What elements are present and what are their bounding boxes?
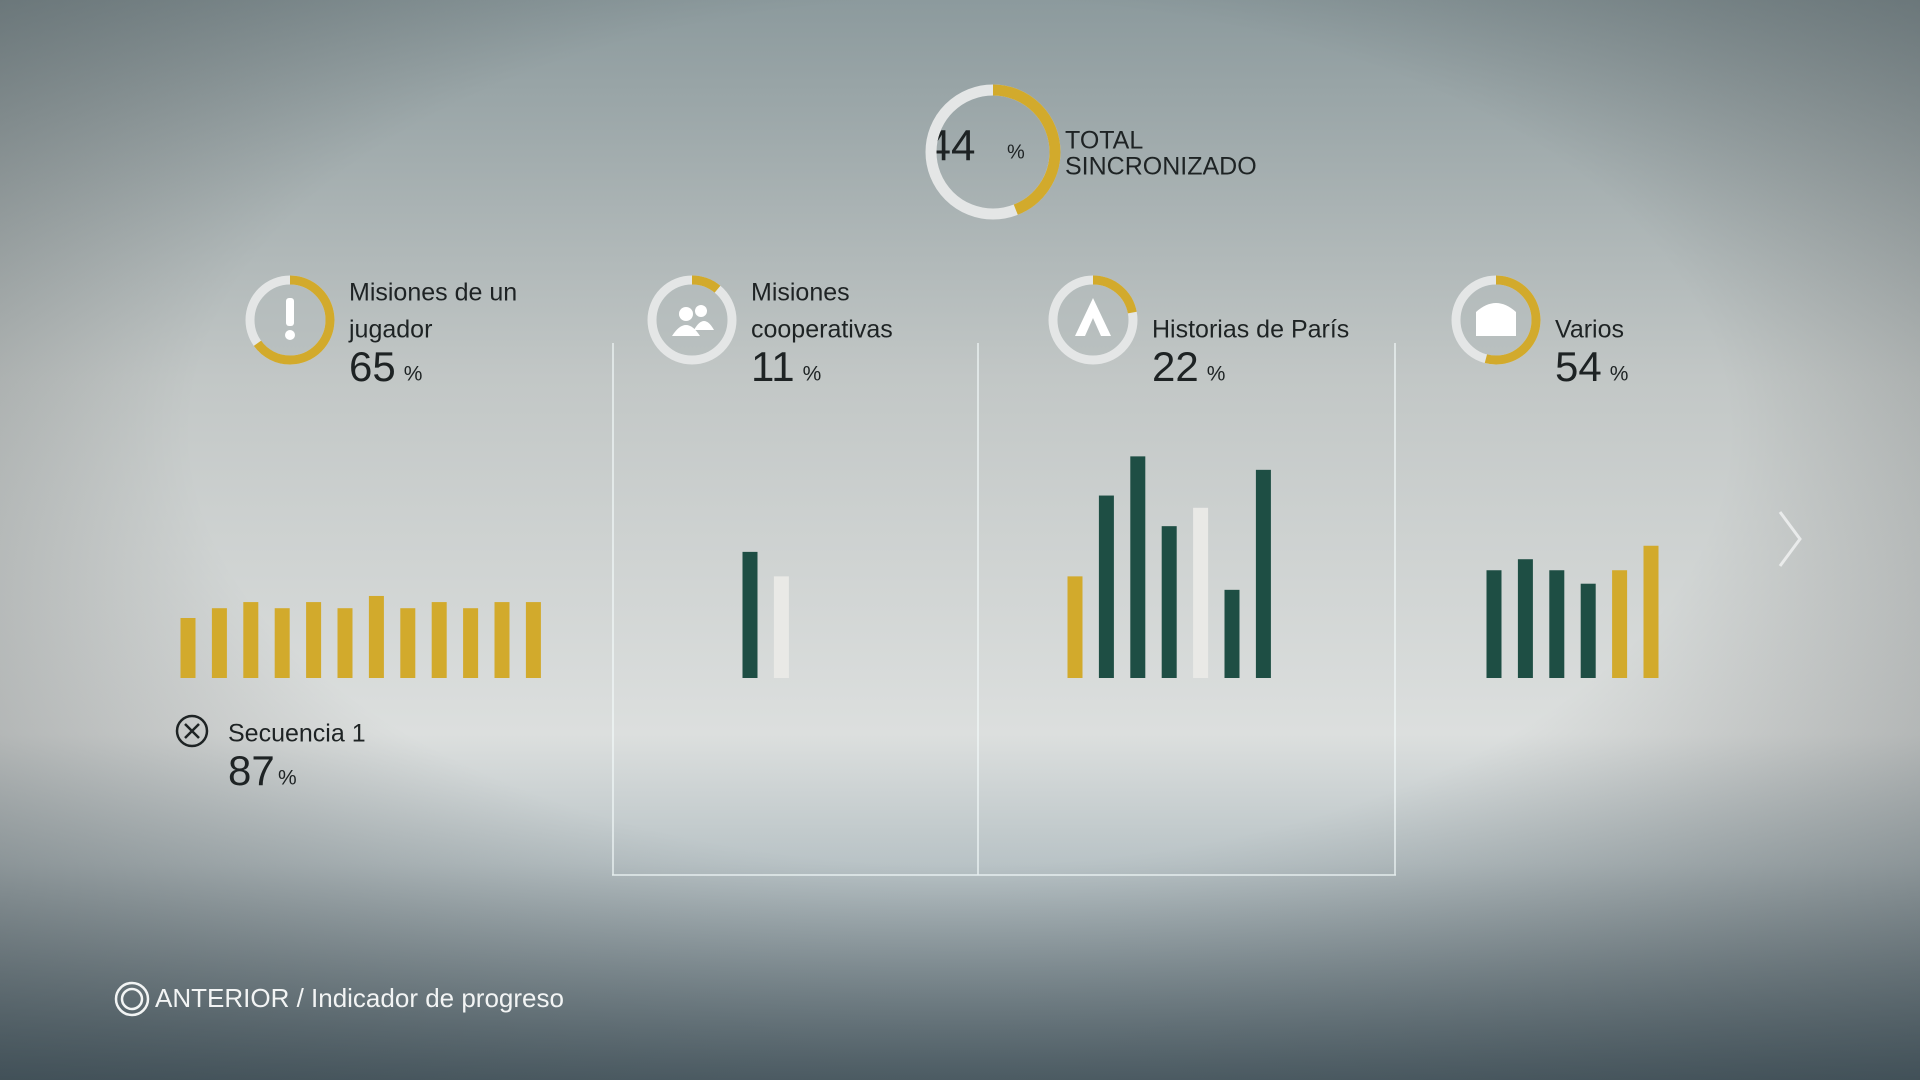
category-name: Misiones: [751, 279, 850, 307]
button-icon: [114, 981, 150, 1017]
icon: [286, 298, 294, 326]
category-name: Varios: [1555, 316, 1624, 344]
button-icon: [184, 723, 200, 739]
icon: [1075, 298, 1111, 336]
bar: [1098, 495, 1114, 678]
category-percent: 11: [751, 343, 795, 390]
footer-hint: ANTERIOR / Indicador de progreso: [155, 983, 564, 1013]
bar: [1193, 507, 1209, 678]
bar: [494, 602, 510, 678]
selection-button[interactable]: [175, 714, 209, 748]
bar: [742, 551, 758, 678]
dividers: [612, 343, 1396, 876]
icon: [672, 321, 714, 336]
bar: [1549, 570, 1565, 678]
category-name: cooperativas: [751, 316, 893, 344]
total-label: SINCRONIZADO: [1065, 153, 1257, 181]
button-icon: [120, 987, 144, 1011]
icon: [695, 305, 707, 317]
icon: [285, 330, 295, 340]
bar: [431, 602, 447, 678]
bar: [1517, 559, 1533, 678]
category-name: jugador: [348, 316, 432, 344]
category-name: Historias de París: [1152, 316, 1349, 344]
bar: [1130, 456, 1146, 678]
ring-progress: [925, 84, 1061, 220]
bar: [773, 576, 789, 678]
bar: [1486, 570, 1502, 678]
bar: [274, 608, 290, 678]
next-arrow[interactable]: [1778, 511, 1802, 567]
bar: [1224, 589, 1240, 678]
ring-progress: [1048, 275, 1138, 365]
ring-bg: [650, 278, 734, 362]
percent-sign: %: [1207, 363, 1226, 386]
ring-progress: [647, 275, 737, 365]
bar: [243, 602, 259, 678]
percent-sign: %: [1007, 141, 1025, 163]
back-button[interactable]: ANTERIOR / Indicador de progreso: [114, 981, 564, 1017]
icon: [1476, 312, 1516, 336]
bar: [306, 602, 322, 678]
percent-sign: %: [278, 767, 297, 790]
selection-percent: 87: [228, 747, 275, 794]
bar: [463, 608, 479, 678]
bar: [337, 608, 353, 678]
bar: [1643, 545, 1659, 678]
percent-sign: %: [404, 363, 423, 386]
ring-progress: [1451, 275, 1541, 365]
total-label: TOTAL: [1065, 127, 1143, 155]
selection-label: Secuencia 1: [228, 720, 366, 748]
bar: [525, 602, 541, 678]
bar: [368, 595, 384, 678]
category-percent: 65: [349, 343, 396, 390]
bar: [1580, 583, 1596, 678]
bar: [1255, 469, 1271, 678]
bar: [1067, 576, 1083, 678]
bar: [1612, 570, 1628, 678]
percent-sign: %: [803, 363, 822, 386]
category-percent: 22: [1152, 343, 1199, 390]
ring-bg: [1051, 278, 1135, 362]
bar: [180, 617, 196, 678]
percent-sign: %: [1610, 363, 1629, 386]
category-percent: 54: [1555, 343, 1602, 390]
bar: [211, 608, 227, 678]
bar: [1161, 526, 1177, 678]
icon: [1476, 303, 1516, 312]
icon: [679, 307, 693, 321]
button-icon: [175, 714, 209, 748]
category-name: Misiones de un: [349, 279, 517, 307]
ring-progress: [245, 275, 335, 365]
bar: [400, 608, 416, 678]
